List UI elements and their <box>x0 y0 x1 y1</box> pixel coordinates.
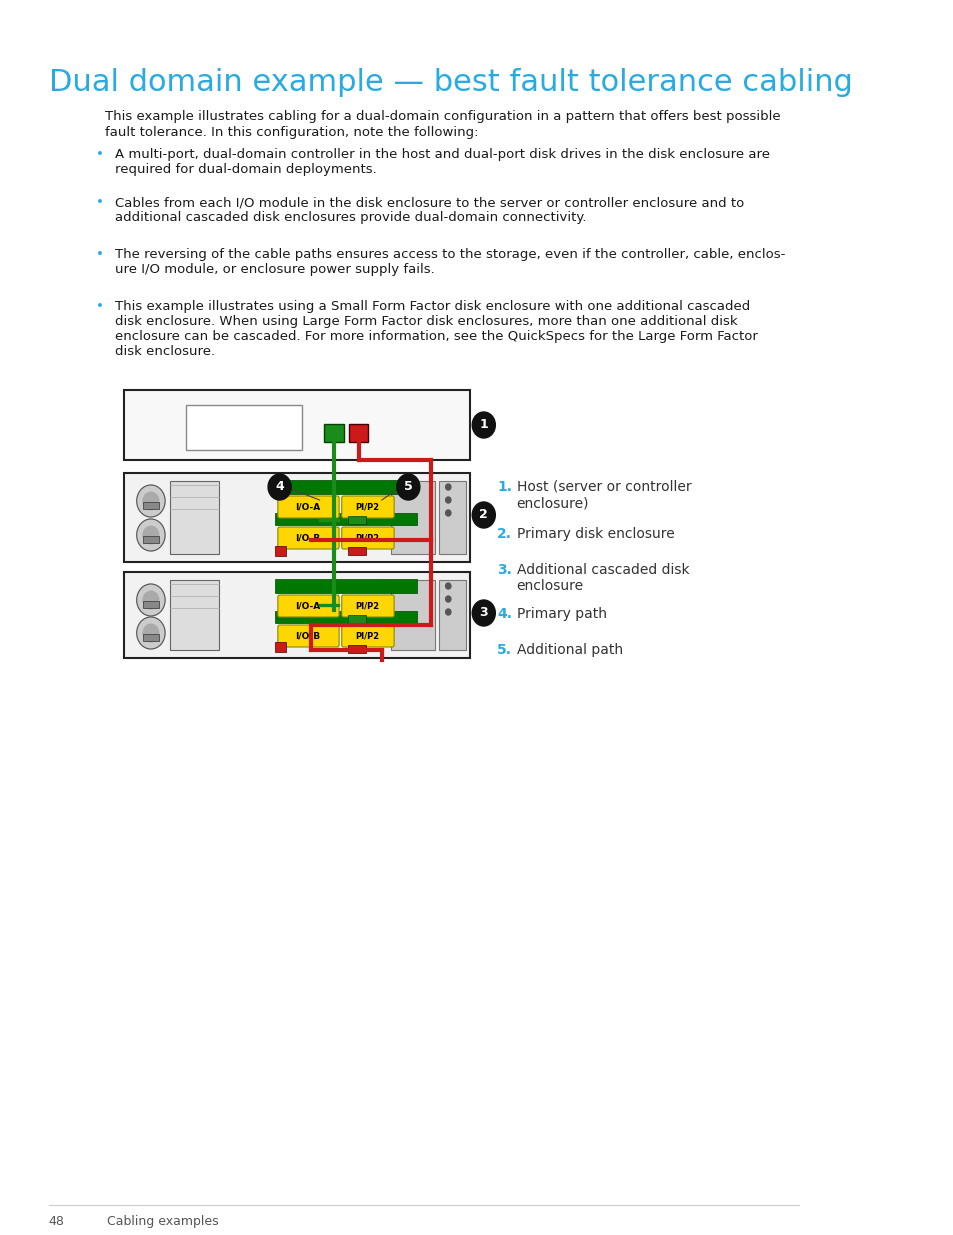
FancyBboxPatch shape <box>277 496 338 517</box>
Text: Additional path: Additional path <box>517 643 622 657</box>
Text: 4.: 4. <box>497 606 512 621</box>
Circle shape <box>445 510 451 516</box>
Bar <box>348 615 365 622</box>
Circle shape <box>136 584 165 616</box>
Bar <box>390 480 435 555</box>
Circle shape <box>445 496 451 503</box>
Text: This example illustrates cabling for a dual-domain configuration in a pattern th: This example illustrates cabling for a d… <box>105 110 780 124</box>
FancyBboxPatch shape <box>277 527 338 550</box>
Text: 3: 3 <box>479 606 488 620</box>
Bar <box>124 572 470 658</box>
Text: PI/P2: PI/P2 <box>355 534 379 542</box>
Circle shape <box>143 493 158 510</box>
Text: 48: 48 <box>49 1215 65 1228</box>
Text: 2.: 2. <box>497 527 512 541</box>
Circle shape <box>136 519 165 551</box>
Text: A multi-port, dual-domain controller in the host and dual-port disk drives in th: A multi-port, dual-domain controller in … <box>115 148 770 177</box>
Text: 5.: 5. <box>497 643 512 657</box>
Circle shape <box>445 609 451 615</box>
Circle shape <box>268 474 291 500</box>
FancyBboxPatch shape <box>341 595 394 618</box>
Bar <box>348 547 365 555</box>
Circle shape <box>143 592 158 609</box>
Bar <box>274 513 416 525</box>
Text: PI/P2: PI/P2 <box>355 503 379 511</box>
Text: This example illustrates using a Small Form Factor disk enclosure with one addit: This example illustrates using a Small F… <box>115 300 758 358</box>
Circle shape <box>472 501 495 529</box>
Bar <box>439 480 466 555</box>
Bar <box>274 546 286 556</box>
Circle shape <box>445 583 451 589</box>
FancyBboxPatch shape <box>277 595 338 618</box>
Text: I/O-B: I/O-B <box>295 631 320 641</box>
Text: •: • <box>95 148 104 161</box>
Text: 2: 2 <box>479 509 488 521</box>
Text: PI/P2: PI/P2 <box>355 631 379 641</box>
FancyBboxPatch shape <box>341 625 394 647</box>
Text: I/O-A: I/O-A <box>295 601 320 610</box>
Bar <box>124 473 470 562</box>
Text: The reversing of the cable paths ensures access to the storage, even if the cont: The reversing of the cable paths ensures… <box>115 248 785 275</box>
Bar <box>171 480 219 555</box>
Text: Cables from each I/O module in the disk enclosure to the server or controller en: Cables from each I/O module in the disk … <box>115 196 744 224</box>
Circle shape <box>136 485 165 517</box>
Text: I/O-A: I/O-A <box>295 503 320 511</box>
Bar <box>324 424 343 442</box>
Bar <box>348 645 365 653</box>
Text: Additional cascaded disk
enclosure: Additional cascaded disk enclosure <box>517 563 688 593</box>
Bar <box>143 501 159 509</box>
Text: Primary path: Primary path <box>517 606 606 621</box>
Text: 5: 5 <box>403 480 413 494</box>
Circle shape <box>143 624 158 642</box>
Bar <box>349 424 368 442</box>
Bar <box>143 536 159 543</box>
Bar <box>143 634 159 641</box>
Text: 1: 1 <box>479 419 488 431</box>
Text: •: • <box>95 196 104 209</box>
FancyBboxPatch shape <box>341 527 394 550</box>
Bar <box>390 580 435 650</box>
Circle shape <box>445 597 451 601</box>
Circle shape <box>143 526 158 543</box>
Bar <box>439 580 466 650</box>
Text: fault tolerance. In this configuration, note the following:: fault tolerance. In this configuration, … <box>105 126 477 140</box>
Text: Host (server or controller
enclosure): Host (server or controller enclosure) <box>517 480 691 510</box>
FancyBboxPatch shape <box>277 625 338 647</box>
Text: 4: 4 <box>275 480 284 494</box>
Bar <box>171 580 219 650</box>
Bar <box>186 405 301 450</box>
Text: I/O-B: I/O-B <box>295 534 320 542</box>
Text: Dual domain example — best fault tolerance cabling: Dual domain example — best fault toleran… <box>49 68 852 98</box>
Bar <box>274 579 416 593</box>
Circle shape <box>445 484 451 490</box>
Circle shape <box>396 474 419 500</box>
Bar <box>348 516 365 524</box>
Circle shape <box>472 412 495 438</box>
Text: Cabling examples: Cabling examples <box>107 1215 218 1228</box>
Circle shape <box>472 600 495 626</box>
Text: PI/P2: PI/P2 <box>355 601 379 610</box>
Text: 3.: 3. <box>497 563 512 577</box>
FancyBboxPatch shape <box>341 496 394 517</box>
Text: 1.: 1. <box>497 480 512 494</box>
Bar <box>274 480 416 494</box>
Bar <box>274 611 416 622</box>
Text: Primary disk enclosure: Primary disk enclosure <box>517 527 674 541</box>
Text: •: • <box>95 248 104 261</box>
Text: •: • <box>95 300 104 312</box>
Bar <box>143 601 159 608</box>
Bar <box>274 642 286 652</box>
Circle shape <box>136 618 165 650</box>
Bar <box>124 390 470 459</box>
